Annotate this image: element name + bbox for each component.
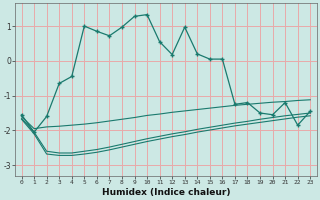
X-axis label: Humidex (Indice chaleur): Humidex (Indice chaleur) — [102, 188, 230, 197]
